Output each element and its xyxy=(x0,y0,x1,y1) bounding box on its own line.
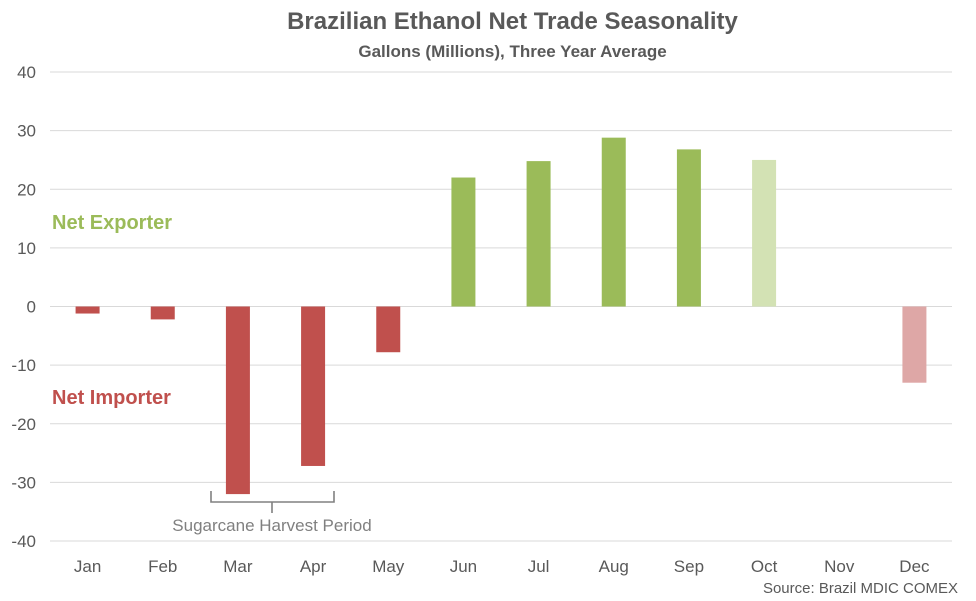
y-tick-label: -20 xyxy=(11,415,36,434)
x-tick-label: Feb xyxy=(148,557,177,576)
x-tick-label: Apr xyxy=(300,557,327,576)
bars xyxy=(75,137,927,495)
y-tick-label: -10 xyxy=(11,356,36,375)
source-note: Source: Brazil MDIC COMEX xyxy=(762,580,958,597)
y-tick-label: 10 xyxy=(17,239,36,258)
y-tick-label: 0 xyxy=(27,298,36,317)
y-axis-ticks: 40 30 20 10 0 -10 -20 -30 -40 xyxy=(11,63,36,551)
x-tick-label: Dec xyxy=(899,557,930,576)
y-tick-label: 40 xyxy=(17,63,36,82)
x-tick-label: Jan xyxy=(74,557,101,576)
bar-may xyxy=(376,306,401,353)
chart-title: Brazilian Ethanol Net Trade Seasonality xyxy=(287,8,738,35)
bar-aug xyxy=(601,137,626,307)
y-tick-label: 20 xyxy=(17,180,36,199)
net-exporter-label: Net Exporter xyxy=(52,212,172,234)
net-importer-label: Net Importer xyxy=(52,387,171,409)
bar-oct xyxy=(752,159,777,307)
gridlines xyxy=(50,71,952,542)
x-tick-label: Jun xyxy=(450,557,477,576)
harvest-period-label: Sugarcane Harvest Period xyxy=(172,516,371,535)
y-tick-label: 30 xyxy=(17,122,36,141)
x-axis-ticks: Jan Feb Mar Apr May Jun Jul Aug Sep Oct Nov Dec xyxy=(74,557,930,576)
bar-jul xyxy=(526,161,551,307)
bar-jan xyxy=(75,306,100,314)
x-tick-label: Nov xyxy=(824,557,855,576)
x-tick-label: May xyxy=(372,557,405,576)
bar-apr xyxy=(301,306,326,466)
harvest-bracket xyxy=(210,491,335,513)
bar-feb xyxy=(150,306,175,320)
x-tick-label: Sep xyxy=(674,557,704,576)
bar-dec xyxy=(902,306,927,383)
bar-mar xyxy=(225,306,250,495)
x-tick-label: Oct xyxy=(751,557,778,576)
y-tick-label: -30 xyxy=(11,473,36,492)
x-tick-label: Jul xyxy=(528,557,550,576)
x-tick-label: Aug xyxy=(599,557,629,576)
bar-sep xyxy=(676,149,701,307)
y-tick-label: -40 xyxy=(11,532,36,551)
chart-subtitle: Gallons (Millions), Three Year Average xyxy=(358,42,667,61)
x-tick-label: Mar xyxy=(223,557,253,576)
bar-jun xyxy=(451,177,476,307)
